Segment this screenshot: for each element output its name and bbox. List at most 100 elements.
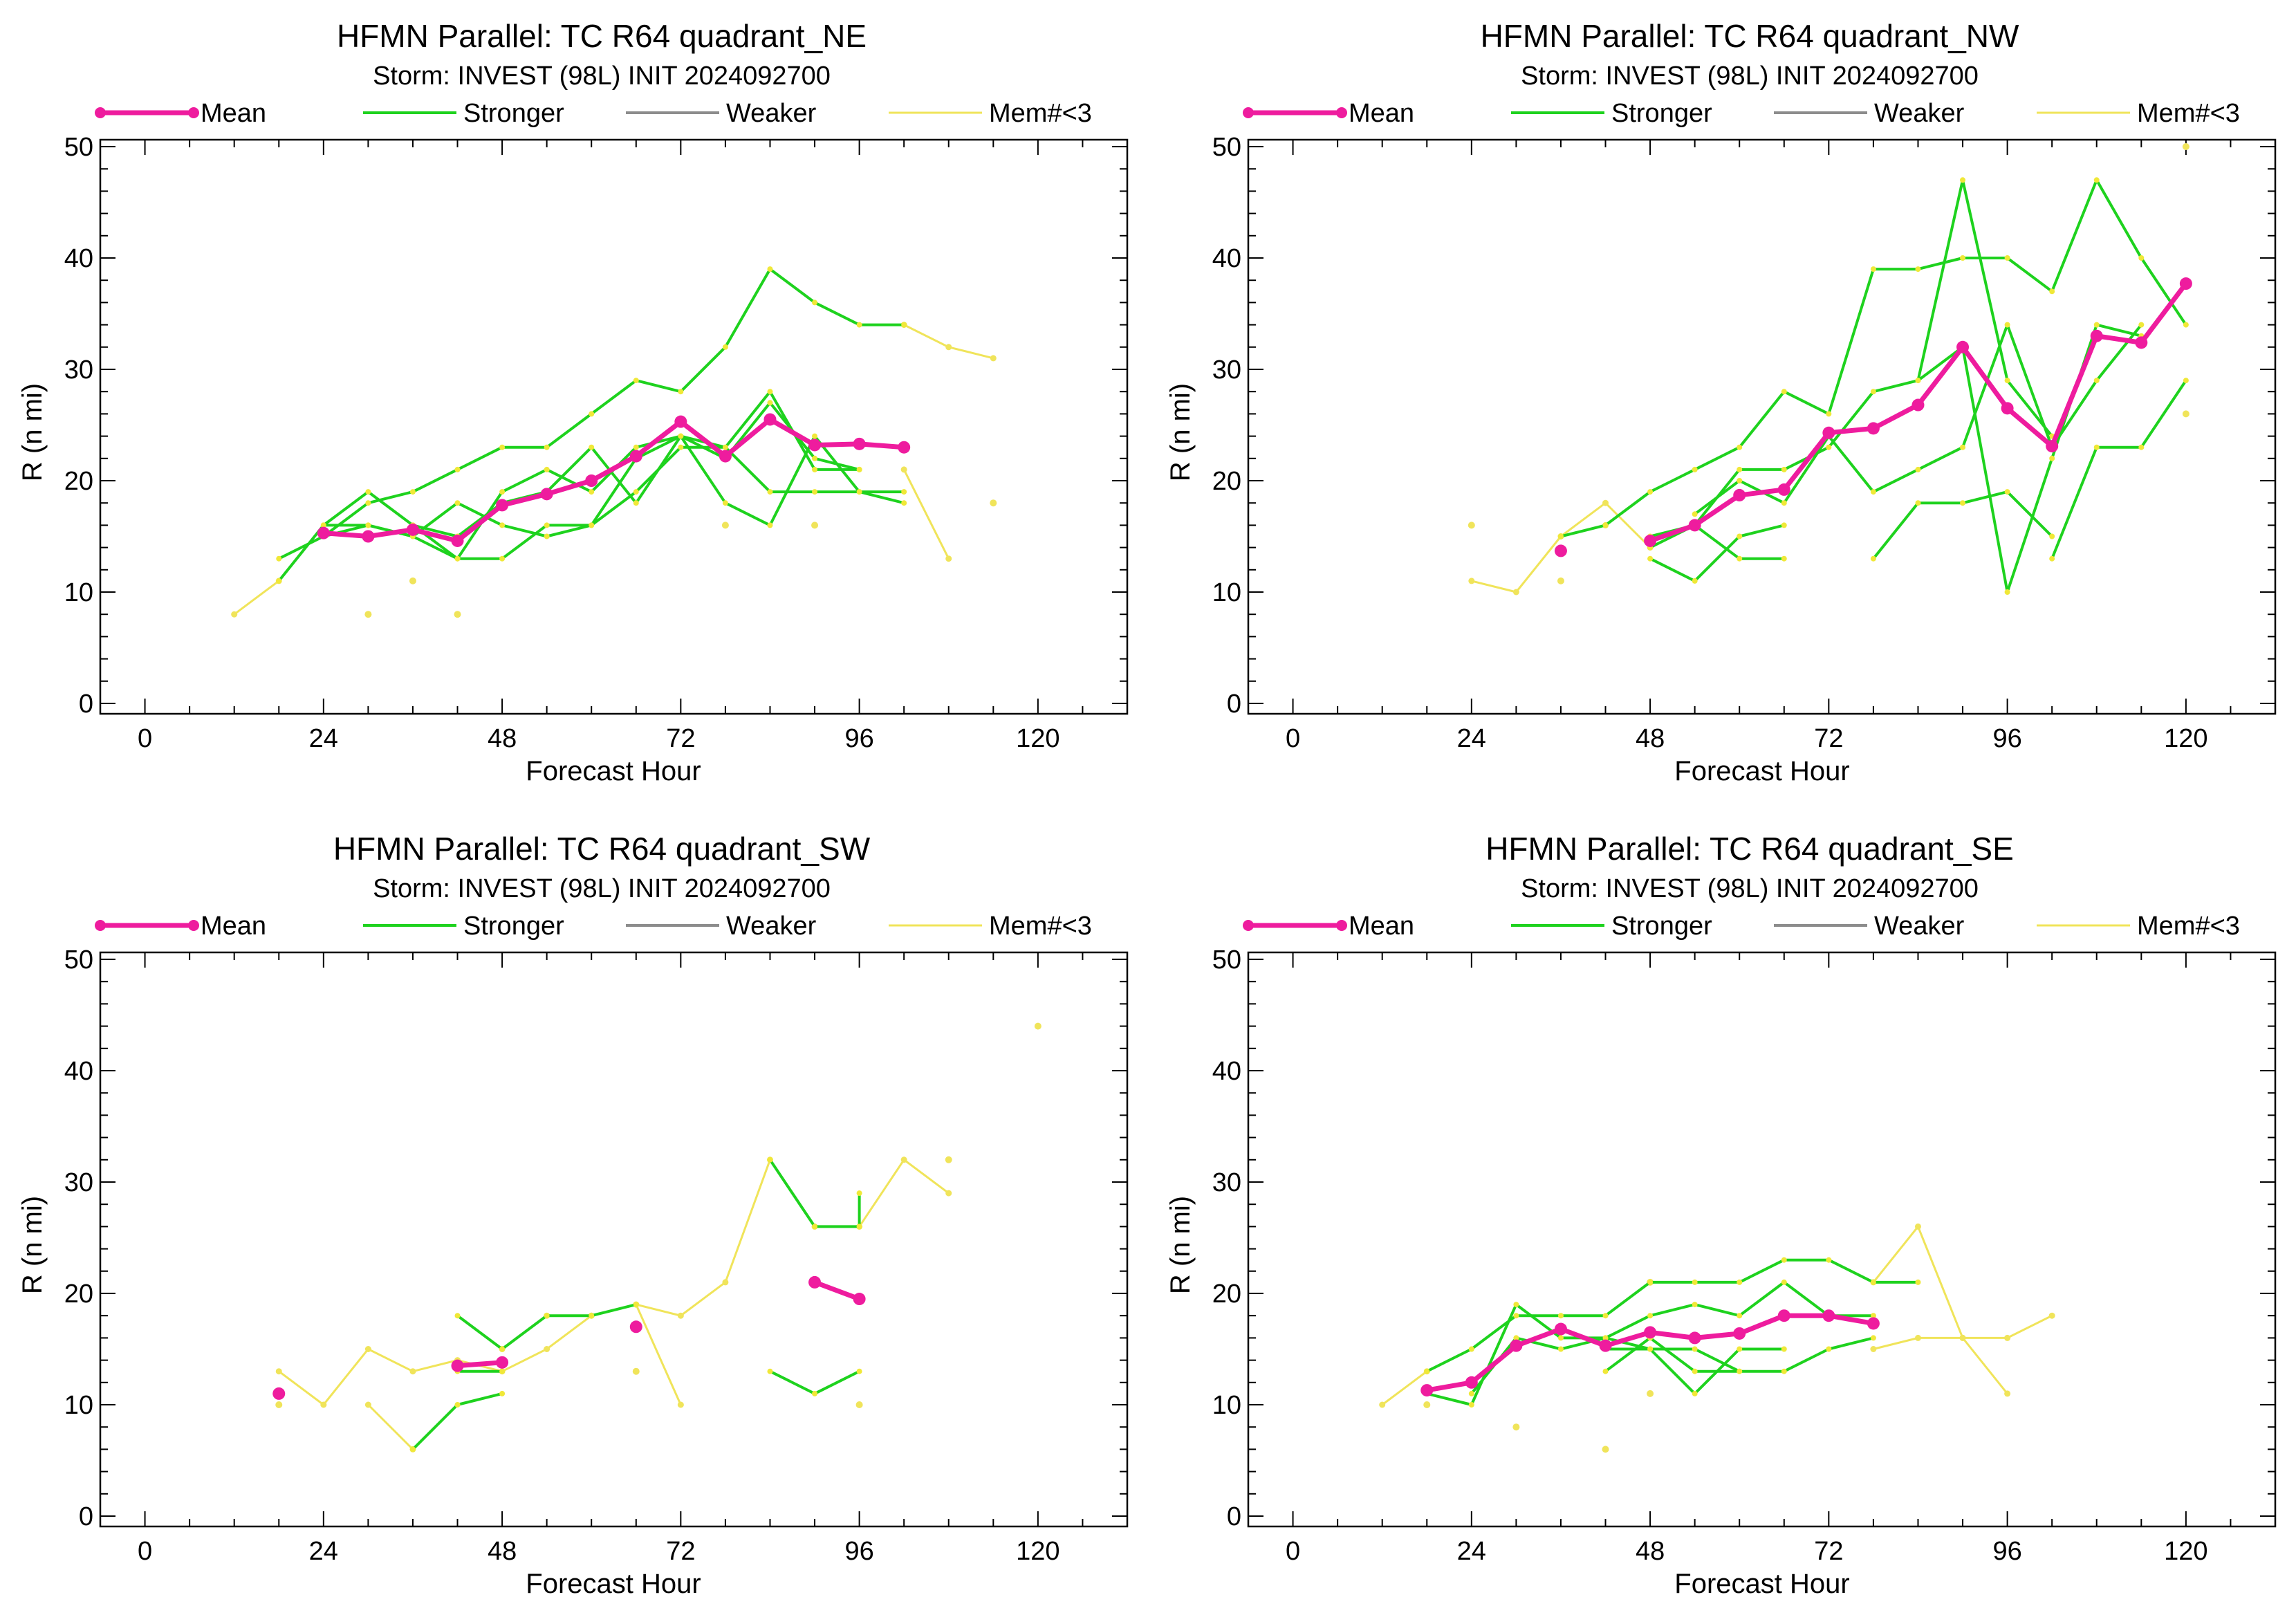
mem-point xyxy=(1602,1446,1609,1453)
stronger-point xyxy=(589,411,595,417)
stronger-point xyxy=(767,489,773,495)
stronger-point xyxy=(633,378,639,384)
mem-point xyxy=(855,1401,863,1408)
mem-line xyxy=(902,469,950,560)
mean-point xyxy=(719,450,732,463)
stronger-point xyxy=(499,489,506,495)
mem-point xyxy=(364,1346,371,1352)
plot-frame xyxy=(99,951,1129,1528)
stronger-point xyxy=(1737,444,1743,450)
mem-point xyxy=(990,499,997,507)
mean-point xyxy=(1599,1339,1612,1352)
stronger-point xyxy=(1826,1346,1832,1352)
mem-point xyxy=(1647,1390,1654,1397)
mem-point xyxy=(1468,522,1475,529)
stronger-point xyxy=(2049,455,2055,461)
legend-mean-label: Mean xyxy=(1349,912,1414,941)
mean-point xyxy=(1644,534,1657,547)
stronger-point xyxy=(722,500,728,506)
stronger-point xyxy=(767,389,773,395)
panel-title: HFMN Parallel: TC R64 quadrant_NE xyxy=(337,18,867,54)
mean-point xyxy=(1867,422,1880,435)
x-tick-label: 24 xyxy=(309,724,338,753)
stronger-point xyxy=(320,522,326,528)
stronger-point xyxy=(1781,522,1787,528)
mem-point xyxy=(721,522,729,529)
stronger-point xyxy=(1781,1346,1787,1352)
mem-line xyxy=(1872,1224,2008,1394)
stronger-point xyxy=(2004,589,2010,595)
stronger-point xyxy=(633,1302,639,1308)
mean-point xyxy=(629,1320,642,1334)
stronger-point xyxy=(812,489,818,495)
y-axis-label: R (n mi) xyxy=(17,383,48,481)
mean-point xyxy=(1688,519,1701,532)
stronger-point xyxy=(1692,466,1698,472)
stronger-point xyxy=(767,1368,773,1374)
mean-point xyxy=(853,437,866,450)
stronger-point xyxy=(276,578,282,584)
mean-point xyxy=(674,415,687,428)
y-tick-label: 30 xyxy=(1212,356,1241,385)
stronger-point xyxy=(1602,1313,1609,1319)
y-tick-label: 10 xyxy=(64,1391,93,1420)
stronger-point xyxy=(901,489,907,495)
stronger-point xyxy=(1781,1279,1787,1285)
panel-ne: HFMN Parallel: TC R64 quadrant_NE Storm:… xyxy=(17,18,1129,786)
mean-point xyxy=(1688,1331,1701,1345)
legend-mean-dot xyxy=(188,920,199,931)
stronger-point xyxy=(901,500,907,506)
mean-point xyxy=(272,1387,286,1400)
stronger-point xyxy=(589,444,595,450)
mean-point xyxy=(1777,1309,1790,1322)
mem-line xyxy=(367,1403,414,1450)
y-tick-label: 0 xyxy=(79,1502,93,1531)
y-tick-label: 10 xyxy=(1212,578,1241,607)
stronger-point xyxy=(589,522,595,528)
plot-area xyxy=(1379,1223,2055,1453)
legend-stronger-label: Stronger xyxy=(463,99,564,128)
legend-mean-dot xyxy=(188,107,199,118)
mem-point xyxy=(1557,577,1564,584)
stronger-point xyxy=(767,266,773,273)
stronger-point xyxy=(499,1368,506,1374)
stronger-point xyxy=(2004,322,2010,328)
x-tick-label: 0 xyxy=(138,1537,152,1566)
mean-point xyxy=(2046,440,2059,453)
mean-point xyxy=(1554,544,1567,557)
stronger-point xyxy=(812,433,818,439)
mean-point xyxy=(451,1359,464,1372)
mean-point xyxy=(406,523,419,536)
stronger-point xyxy=(499,444,506,450)
stronger-point xyxy=(1737,478,1743,483)
legend-mem-label: Mem#<3 xyxy=(989,912,1092,941)
legend-mean-dot xyxy=(1336,920,1347,931)
mem-point xyxy=(677,1401,684,1408)
y-tick-label: 0 xyxy=(79,690,93,719)
stronger-point xyxy=(856,1368,862,1374)
y-tick-label: 30 xyxy=(64,356,93,385)
x-tick-label: 48 xyxy=(488,724,517,753)
stronger-point xyxy=(1870,555,1876,562)
stronger-point xyxy=(1513,1335,1519,1341)
mean-point xyxy=(1420,1384,1434,1397)
stronger-point xyxy=(722,344,728,350)
x-tick-label: 120 xyxy=(1016,1537,1059,1566)
legend-mem-label: Mem#<3 xyxy=(989,99,1092,128)
mem-point xyxy=(1512,589,1519,596)
stronger-point xyxy=(1960,255,1966,261)
stronger-point xyxy=(1960,177,1966,183)
panel-subtitle: Storm: INVEST (98L) INIT 2024092700 xyxy=(1521,874,1979,903)
x-tick-label: 24 xyxy=(1457,1537,1486,1566)
y-axis-label: R (n mi) xyxy=(1165,383,1196,481)
mean-point xyxy=(496,1356,509,1369)
mean-line xyxy=(457,1360,503,1369)
stronger-point xyxy=(544,444,550,450)
y-tick-label: 20 xyxy=(64,467,93,496)
stronger-line xyxy=(1604,1336,1740,1373)
panel-subtitle: Storm: INVEST (98L) INIT 2024092700 xyxy=(373,62,831,91)
stronger-point xyxy=(1870,1313,1876,1319)
y-tick-label: 50 xyxy=(1212,945,1241,975)
mem-point xyxy=(1512,1423,1520,1431)
